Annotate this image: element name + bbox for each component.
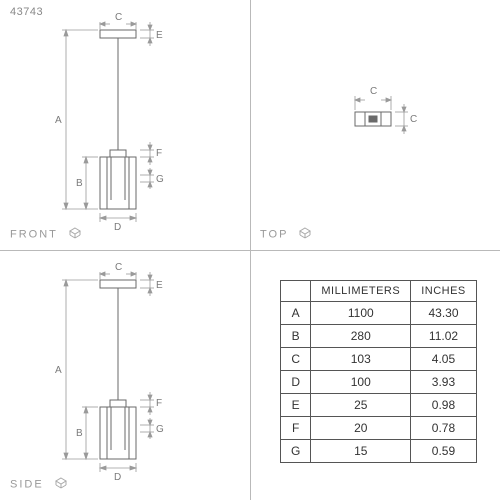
- dimensions-table: MILLIMETERS INCHES A110043.30B28011.02C1…: [280, 280, 477, 463]
- dim-f: F: [156, 398, 162, 409]
- table-row: A110043.30: [281, 302, 477, 325]
- side-view-label: SIDE: [10, 477, 67, 492]
- table-row: D1003.93: [281, 371, 477, 394]
- cube-icon: [299, 227, 311, 242]
- dim-c: C: [115, 12, 122, 23]
- top-view-drawing: C C: [250, 0, 500, 250]
- row-mm: 1100: [311, 302, 411, 325]
- dim-d: D: [114, 472, 121, 483]
- dim-c: C: [115, 262, 122, 273]
- dim-g: G: [156, 174, 164, 185]
- dim-e: E: [156, 30, 163, 41]
- table-header-mm: MILLIMETERS: [311, 281, 411, 302]
- row-mm: 25: [311, 394, 411, 417]
- dim-f: F: [156, 148, 162, 159]
- dim-c-top: C: [370, 86, 377, 97]
- front-view-drawing: C E A B F G D: [0, 0, 250, 250]
- row-in: 0.78: [411, 417, 477, 440]
- dim-e: E: [156, 280, 163, 291]
- front-view-label: FRONT: [10, 227, 81, 242]
- dim-d: D: [114, 222, 121, 233]
- dim-b: B: [76, 178, 83, 189]
- dim-b: B: [76, 428, 83, 439]
- row-mm: 103: [311, 348, 411, 371]
- table-row: C1034.05: [281, 348, 477, 371]
- row-key: E: [281, 394, 311, 417]
- dim-c-right: C: [410, 114, 417, 125]
- top-view-panel: C C TOP: [250, 0, 500, 250]
- dim-a: A: [55, 365, 62, 376]
- row-in: 0.59: [411, 440, 477, 463]
- side-view-drawing: C E A B F G D: [0, 250, 250, 500]
- dimensions-table-panel: MILLIMETERS INCHES A110043.30B28011.02C1…: [250, 250, 500, 500]
- row-mm: 100: [311, 371, 411, 394]
- row-in: 43.30: [411, 302, 477, 325]
- row-in: 0.98: [411, 394, 477, 417]
- row-mm: 280: [311, 325, 411, 348]
- table-row: B28011.02: [281, 325, 477, 348]
- row-key: F: [281, 417, 311, 440]
- row-key: C: [281, 348, 311, 371]
- front-label-text: FRONT: [10, 228, 58, 240]
- row-key: A: [281, 302, 311, 325]
- table-header-blank: [281, 281, 311, 302]
- front-view-panel: C E A B F G D FRONT: [0, 0, 250, 250]
- table-row: G150.59: [281, 440, 477, 463]
- row-mm: 20: [311, 417, 411, 440]
- table-row: F200.78: [281, 417, 477, 440]
- top-label-text: TOP: [260, 228, 288, 240]
- row-key: B: [281, 325, 311, 348]
- row-key: G: [281, 440, 311, 463]
- cube-icon: [69, 227, 81, 242]
- side-label-text: SIDE: [10, 478, 44, 490]
- row-mm: 15: [311, 440, 411, 463]
- table-row: E250.98: [281, 394, 477, 417]
- cube-icon: [55, 477, 67, 492]
- top-view-label: TOP: [260, 227, 311, 242]
- side-view-panel: C E A B F G D SIDE: [0, 250, 250, 500]
- row-in: 4.05: [411, 348, 477, 371]
- dim-a: A: [55, 115, 62, 126]
- row-in: 3.93: [411, 371, 477, 394]
- table-header-row: MILLIMETERS INCHES: [281, 281, 477, 302]
- row-in: 11.02: [411, 325, 477, 348]
- row-key: D: [281, 371, 311, 394]
- table-header-in: INCHES: [411, 281, 477, 302]
- dim-g: G: [156, 424, 164, 435]
